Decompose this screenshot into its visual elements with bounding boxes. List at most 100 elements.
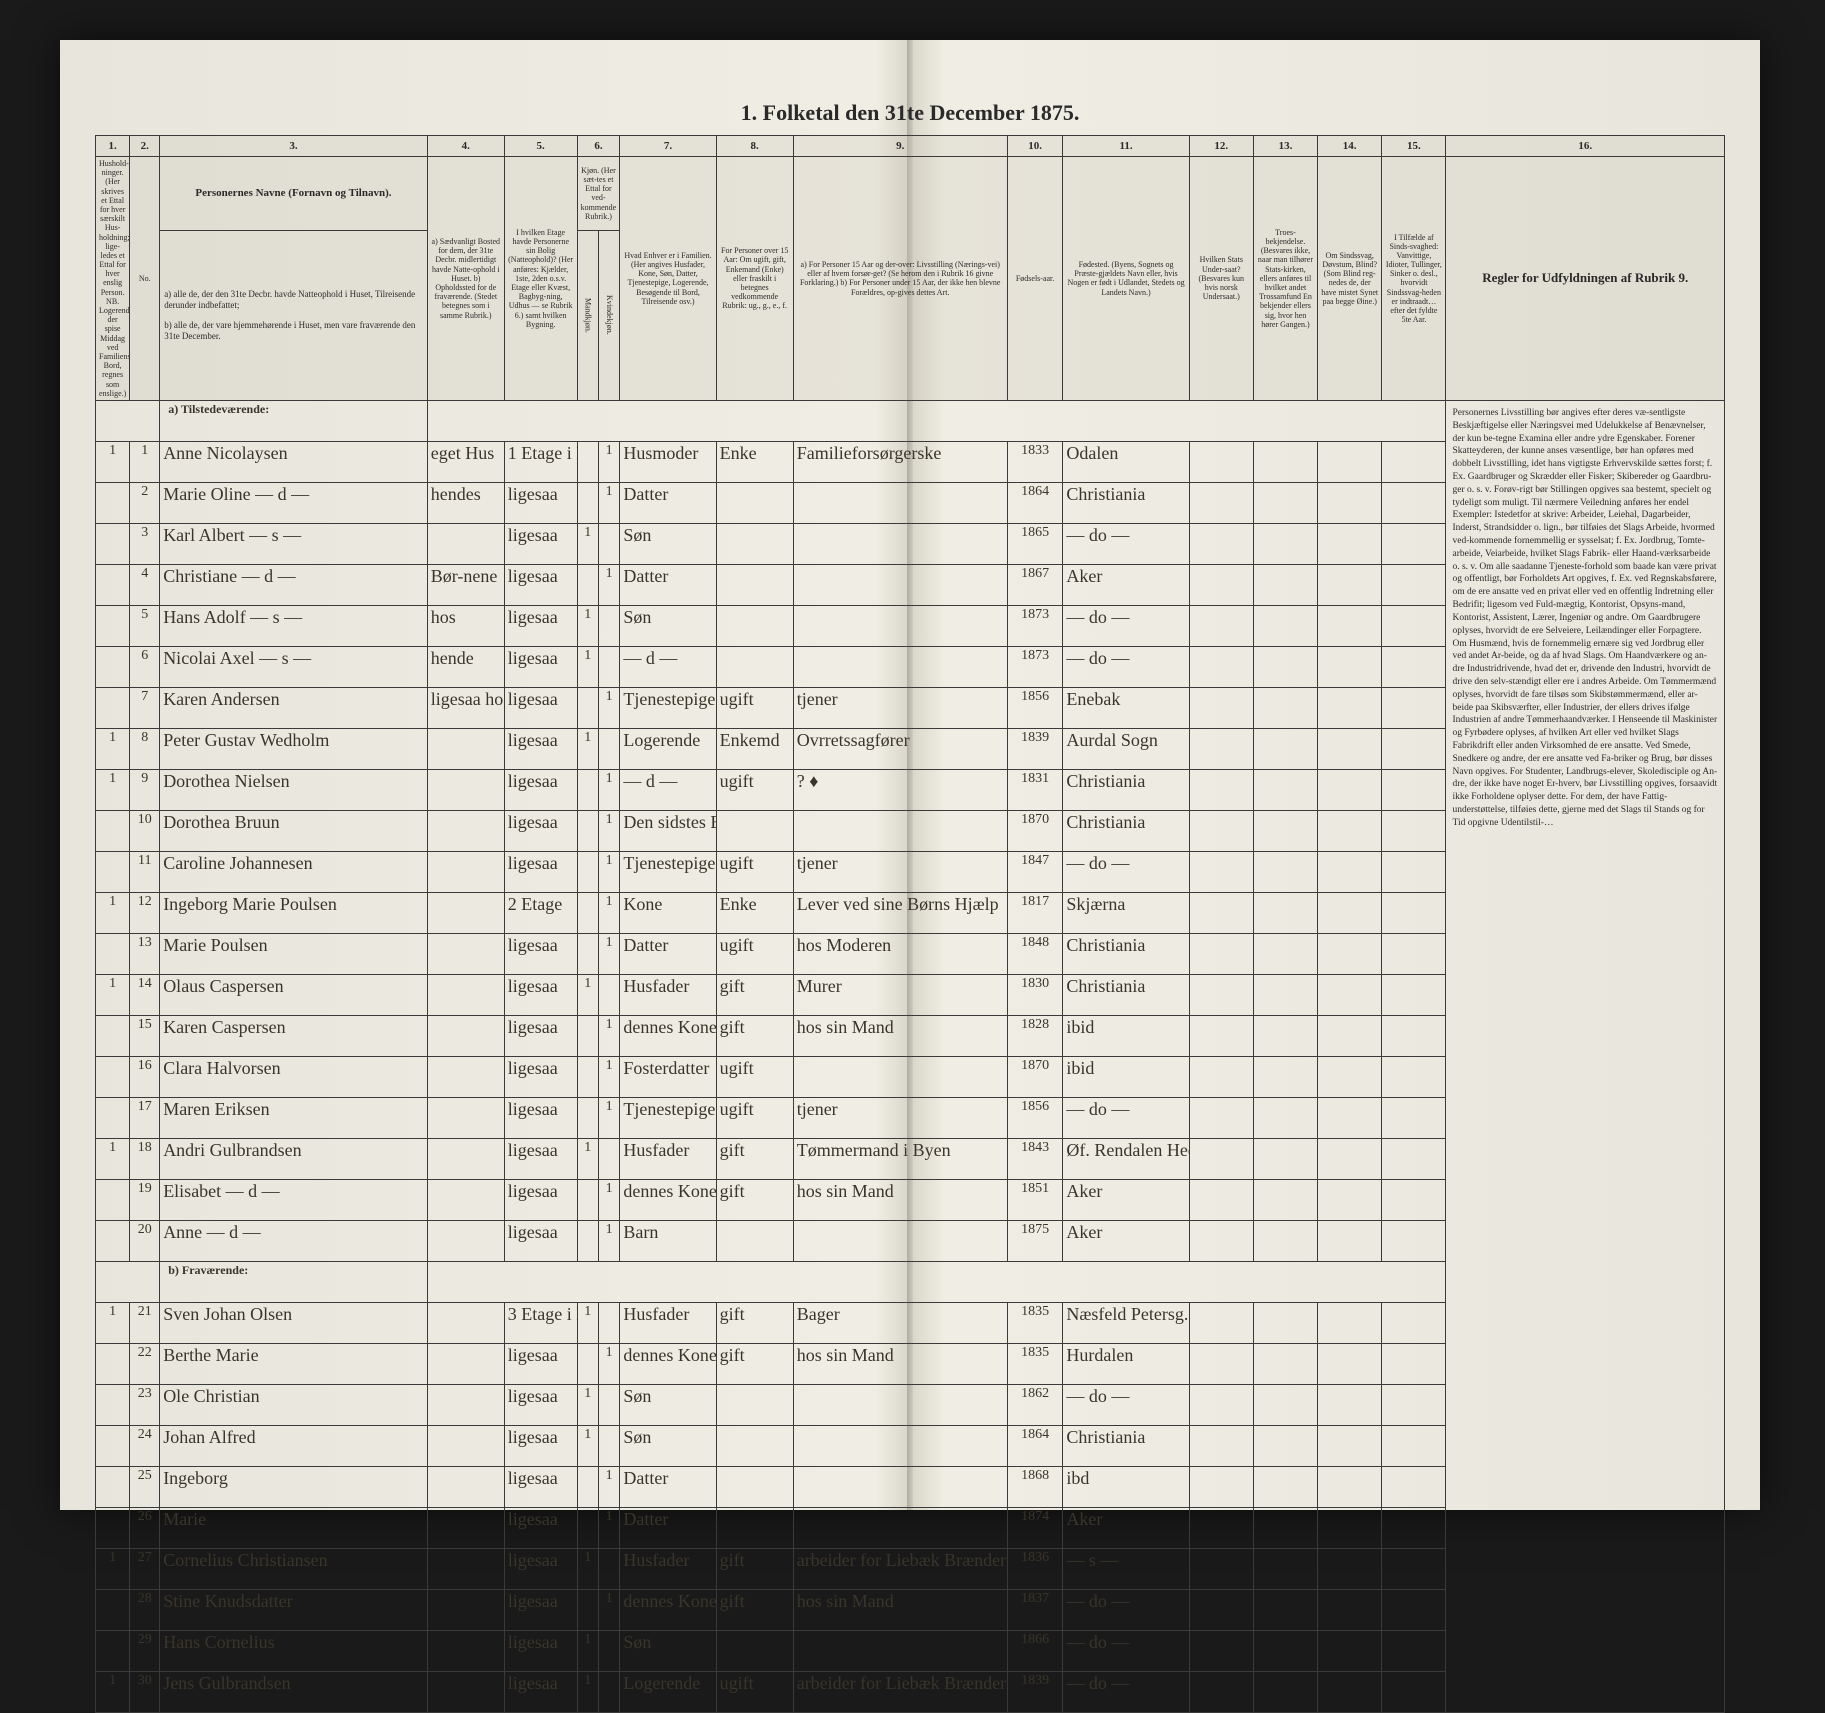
cell: hos sin Mand	[793, 1015, 1007, 1056]
cell	[577, 1097, 598, 1138]
cell: Bager	[793, 1302, 1007, 1343]
cell: Marie Poulsen	[160, 933, 428, 974]
cell	[716, 1466, 793, 1507]
cell	[1318, 1138, 1382, 1179]
cell	[1318, 1589, 1382, 1630]
cell	[1189, 1671, 1253, 1712]
cell: Skjærna	[1063, 892, 1189, 933]
cell: Ovrretssagfører	[793, 728, 1007, 769]
cell	[1189, 1097, 1253, 1138]
cell	[1189, 1507, 1253, 1548]
cell	[427, 1384, 504, 1425]
cell	[1382, 605, 1446, 646]
cell	[1253, 1015, 1317, 1056]
col-header-3-sub: a) alle de, der den 31te Decbr. havde Na…	[160, 230, 428, 400]
cell	[1318, 810, 1382, 851]
cell	[1189, 1384, 1253, 1425]
cell	[1382, 769, 1446, 810]
cell	[577, 1015, 598, 1056]
cell	[1189, 933, 1253, 974]
cell: 1	[598, 441, 619, 482]
cell	[1189, 769, 1253, 810]
cell: — d —	[620, 646, 716, 687]
cell	[1253, 1302, 1317, 1343]
cell	[1318, 892, 1382, 933]
cell	[427, 1179, 504, 1220]
cell	[793, 1507, 1007, 1548]
cell	[96, 564, 130, 605]
cell	[1318, 605, 1382, 646]
cell	[1382, 1384, 1446, 1425]
cell	[598, 605, 619, 646]
cell	[793, 1630, 1007, 1671]
census-table-wrap: 1. 2. 3. 4. 5. 6. 7. 8. 9. 10. 11. 12. 1…	[95, 135, 1725, 1713]
cell: 1843	[1007, 1138, 1063, 1179]
cell	[427, 1220, 504, 1261]
cell: gift	[716, 974, 793, 1015]
cell: Karen Caspersen	[160, 1015, 428, 1056]
cell	[1318, 1384, 1382, 1425]
cell	[1382, 1548, 1446, 1589]
cell: 27	[130, 1548, 160, 1589]
cell	[1318, 441, 1382, 482]
cell	[577, 441, 598, 482]
cell	[577, 769, 598, 810]
cell	[427, 1548, 504, 1589]
cell	[1189, 728, 1253, 769]
cell	[1253, 605, 1317, 646]
cell	[427, 974, 504, 1015]
cell: 1	[96, 1548, 130, 1589]
cell: 15	[130, 1015, 160, 1056]
cell: ligesaa hos hende	[427, 687, 504, 728]
cell: 1	[577, 1384, 598, 1425]
cell	[793, 1466, 1007, 1507]
cell: 1	[598, 1589, 619, 1630]
cell: tjener	[793, 851, 1007, 892]
cell: 1	[598, 851, 619, 892]
cell: ugift	[716, 933, 793, 974]
cell	[1382, 1302, 1446, 1343]
colnum: 5.	[504, 136, 577, 157]
cell: Christiania	[1063, 482, 1189, 523]
cell: Husfader	[620, 1302, 716, 1343]
col-header: a) Sædvanligt Bosted for dem, der 31te D…	[427, 157, 504, 401]
cell	[1253, 1425, 1317, 1466]
cell: ? ♦	[793, 769, 1007, 810]
cell: Christiane — d —	[160, 564, 428, 605]
cell	[1189, 1466, 1253, 1507]
cell	[793, 646, 1007, 687]
cell	[1382, 1015, 1446, 1056]
cell: 1	[577, 1630, 598, 1671]
cell	[427, 933, 504, 974]
table-header: 1. 2. 3. 4. 5. 6. 7. 8. 9. 10. 11. 12. 1…	[96, 136, 1725, 401]
cell	[1253, 728, 1317, 769]
cell: Clara Halvorsen	[160, 1056, 428, 1097]
rules-text: Personernes Livsstilling bør angives eft…	[1446, 400, 1725, 1712]
cell: — do —	[1063, 1589, 1189, 1630]
cell	[598, 1548, 619, 1589]
cell: Aurdal Sogn	[1063, 728, 1189, 769]
cell	[96, 1056, 130, 1097]
cell: 1	[598, 1097, 619, 1138]
cell: 1	[96, 441, 130, 482]
cell: 1866	[1007, 1630, 1063, 1671]
cell	[427, 1425, 504, 1466]
cell: Christiania	[1063, 933, 1189, 974]
cell: 1	[598, 810, 619, 851]
cell: Anne Nicolaysen	[160, 441, 428, 482]
cell	[577, 1179, 598, 1220]
cell	[96, 523, 130, 564]
col-header: No.	[130, 157, 160, 401]
cell: — do —	[1063, 851, 1189, 892]
cell: 3	[130, 523, 160, 564]
col-header: Fødsels-aar.	[1007, 157, 1063, 401]
cell: 1	[577, 523, 598, 564]
cell: 29	[130, 1630, 160, 1671]
col-header: Hvilken Stats Under-saat? (Besvares kun …	[1189, 157, 1253, 401]
cell	[1382, 933, 1446, 974]
cell	[1253, 646, 1317, 687]
cell: ligesaa	[504, 1507, 577, 1548]
cell: ugift	[716, 851, 793, 892]
cell: 1	[96, 974, 130, 1015]
cell: — do —	[1063, 1671, 1189, 1712]
